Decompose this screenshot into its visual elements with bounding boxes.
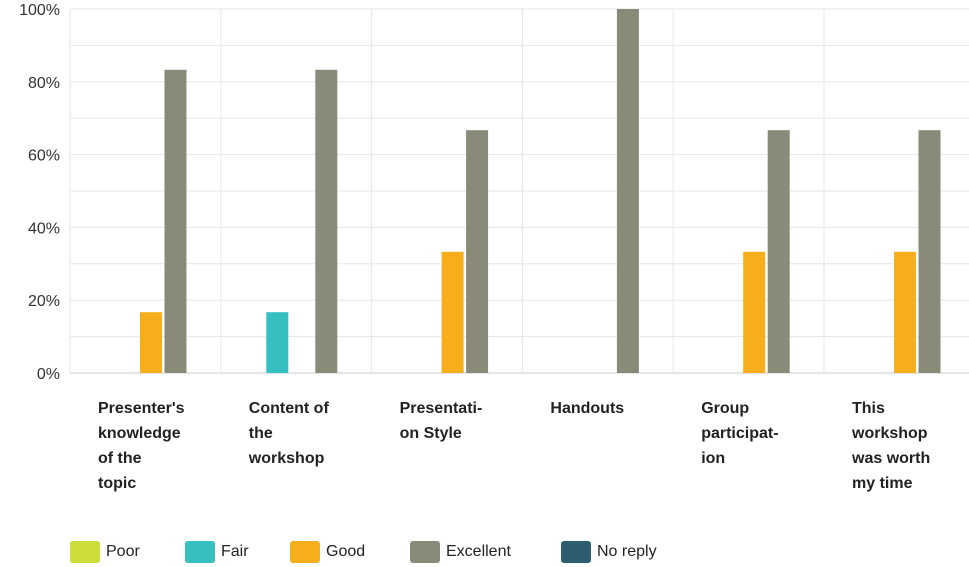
x-category-label-line: of the xyxy=(98,450,142,467)
bar-excellent xyxy=(315,69,338,374)
x-category-label-line: Group xyxy=(701,400,750,417)
x-category-label: Presenter's knowledge of the topic xyxy=(98,396,213,496)
x-category-label-line: This xyxy=(852,400,885,417)
x-category-label-line: my time xyxy=(852,475,913,492)
y-tick-label: 60% xyxy=(28,148,60,165)
x-category-label-line: Presentati- xyxy=(399,400,483,417)
legend-item: Poor xyxy=(70,541,185,563)
legend-swatch xyxy=(561,541,591,563)
x-category-label-line: on Style xyxy=(399,425,462,442)
x-category-label: Presentati-on Style xyxy=(400,396,515,446)
x-category-label: Group participat-ion xyxy=(701,396,816,471)
x-category-label-line: knowledge xyxy=(98,425,181,442)
bar-good xyxy=(140,312,162,373)
bar-excellent xyxy=(164,69,187,374)
x-category-label-line: participat- xyxy=(701,425,779,442)
legend-item: Excellent xyxy=(410,541,561,563)
legend-item: Good xyxy=(290,541,410,563)
x-category-label-line: Content of xyxy=(248,400,329,417)
y-tick-label: 20% xyxy=(28,293,60,310)
bar-good xyxy=(894,251,916,373)
x-category-label: Content of the workshop xyxy=(249,396,364,471)
bar-excellent xyxy=(767,130,790,373)
legend-label: Fair xyxy=(221,543,249,560)
bar-excellent xyxy=(918,130,941,373)
y-tick-label: 80% xyxy=(28,75,60,92)
legend-item: Fair xyxy=(185,541,290,563)
x-category-label: This workshop was worth my time xyxy=(852,396,967,496)
legend-label: Good xyxy=(326,543,366,560)
legend-label: Excellent xyxy=(446,543,511,560)
bar-excellent xyxy=(616,9,639,373)
x-category-label-line: topic xyxy=(98,475,137,492)
x-category-label-line: Presenter's xyxy=(98,400,185,417)
legend-swatch xyxy=(70,541,100,563)
legend-swatch xyxy=(410,541,440,563)
bar-fair xyxy=(266,312,289,373)
y-tick-label: 100% xyxy=(19,2,60,19)
x-category-label-line: was worth xyxy=(852,450,931,467)
y-tick-label: 0% xyxy=(37,366,60,383)
x-category-label-line: workshop xyxy=(248,450,325,467)
x-category-label-line: Handouts xyxy=(550,400,625,417)
legend-label: Poor xyxy=(106,543,140,560)
bar-good xyxy=(441,251,464,373)
bar-excellent xyxy=(466,130,489,373)
legend-label: No reply xyxy=(597,543,657,560)
x-category-label: Handouts xyxy=(550,396,665,421)
x-category-label-line: ion xyxy=(701,450,726,467)
x-category-label-line: workshop xyxy=(852,425,928,442)
legend-swatch xyxy=(290,541,320,563)
legend-item: No reply xyxy=(561,541,681,563)
legend-swatch xyxy=(185,541,215,563)
bar-good xyxy=(743,251,766,373)
x-category-label-line: the xyxy=(248,425,273,442)
y-tick-label: 40% xyxy=(28,220,60,237)
chart-legend: Poor Fair Good Excellent No reply xyxy=(70,539,681,565)
